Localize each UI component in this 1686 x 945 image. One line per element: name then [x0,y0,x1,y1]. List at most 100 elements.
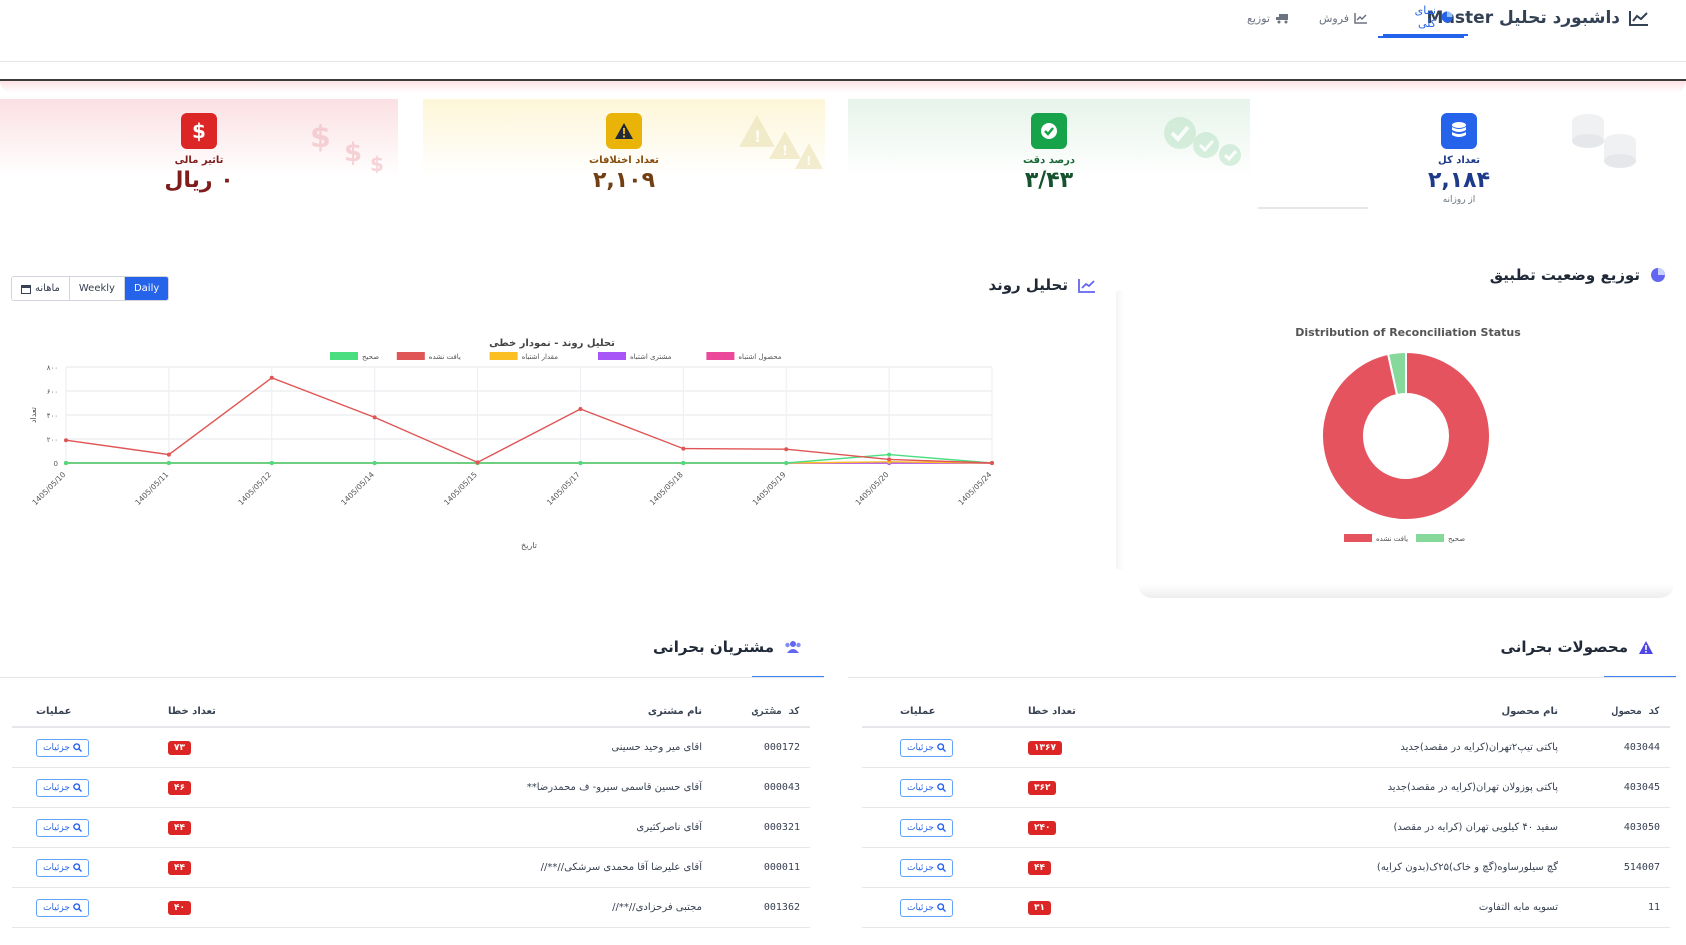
chart-title: تحلیل روند - نمودار خطی [489,338,615,349]
col-code: کد مشتری [751,705,800,717]
details-button-label: جزئیات [907,822,934,833]
brand[interactable]: داشبورد تحلیل Master [1427,4,1650,32]
cell-code: 514007 [1623,862,1660,873]
section-rule [848,677,1676,678]
cell-code: 403045 [1623,782,1660,793]
details-button[interactable]: جزئیات [900,778,953,797]
kpi-card-accuracy[interactable]: درصد دقت ۳/۴۳ [848,99,1250,209]
users-icon [785,641,801,653]
y-tick-label: ۲۰۰ [47,436,58,444]
data-point [990,461,994,465]
data-point [681,461,686,465]
data-point [475,460,480,465]
data-point [269,375,274,380]
col-errors: تعداد خطا [168,705,216,717]
details-button[interactable]: جزئیات [36,778,89,797]
details-button[interactable]: جزئیات [36,738,89,757]
search-icon [73,783,82,792]
series-line [66,453,993,464]
data-point [681,446,686,451]
period-monthly-label: ماهانه [35,283,60,294]
cell-name: تسویه مابه التفاوت [1478,902,1558,913]
details-button[interactable]: جزئیات [900,898,953,917]
legend-swatch [598,352,626,360]
details-button-label: جزئیات [907,782,934,793]
details-button[interactable]: جزئیات [900,818,953,837]
cell-code: 403050 [1623,822,1660,833]
col-errors: تعداد خطا [1028,705,1076,717]
section-rule [0,677,824,678]
panel-divider [1116,290,1124,570]
table-row: 403044 پاکتی تیپ۲تهران(کرایه در مقصد)جدید… [862,728,1670,768]
cell-code: 11 [1647,902,1660,913]
svg-text:!: ! [754,127,761,146]
details-button-label: جزئیات [43,742,70,753]
details-button-label: جزئیات [43,782,70,793]
data-point [64,438,68,443]
top-navbar: داشبورد تحلیل Master نمای کلی فروش توزیع [0,0,1686,62]
kpi-card-financial[interactable]: $ $ $ $ تاثیر مالی ۰ ریال [0,99,398,209]
trend-section-header: تحلیل روند [988,276,1096,294]
cell-name: آقای حسین قاسمی سیرو- ف محمدرضا** [526,782,702,793]
table-header: کد محصول نام محصول تعداد خطا عملیات [862,696,1670,728]
data-point [578,461,583,465]
kpi-card-discrepancies[interactable]: ! ! ! تعداد اختلافات ۲,۱۰۹ [423,99,825,209]
table-row: 11 تسویه مابه التفاوت ۳۱ جزئیات [862,888,1670,928]
error-count-badge: ۳۶۲ [1028,780,1057,795]
details-button[interactable]: جزئیات [36,858,89,877]
svg-text:!: ! [782,144,788,159]
warning-icon [1639,640,1653,654]
tab-sales-label: فروش [1318,11,1350,25]
details-button[interactable]: جزئیات [36,818,89,837]
details-button[interactable]: جزئیات [900,858,953,877]
kpi-value: ۰ ریال [164,168,234,193]
table-row: 000321 آقای ناصرکثیری ۴۴ جزئیات [12,808,810,848]
divider-glow [0,81,1686,93]
period-weekly-label: Weekly [78,283,115,294]
tab-sales[interactable]: فروش [1304,0,1383,36]
kpi-label: تاثیر مالی [174,155,224,166]
data-point [166,452,171,457]
error-count-badge: ۴۴ [168,820,191,835]
active-tab-underline [1378,36,1464,38]
legend-label: مقدار اشتباه [522,353,559,361]
kpi-sub: از روزانه [1442,195,1476,205]
kpi-card-total[interactable]: تعداد کل ۲,۱۸۴ از روزانه [1258,99,1660,209]
cell-code: 000043 [763,782,800,793]
calendar-icon [21,284,31,294]
tab-distribution[interactable]: توزیع [1232,0,1304,36]
cell-code: 403044 [1623,742,1660,753]
search-icon [73,863,82,872]
details-button[interactable]: جزئیات [900,738,953,757]
y-tick-label: ۶۰۰ [47,388,58,396]
period-monthly-button[interactable]: ماهانه [12,277,70,300]
x-tick-label: 1405/05/17 [545,470,582,507]
col-actions: عملیات [36,705,72,717]
period-daily-button[interactable]: Daily [124,277,169,300]
error-count-badge: ۴۴ [1028,860,1051,875]
details-button-label: جزئیات [43,822,70,833]
legend-label: یافت نشده [1376,535,1408,543]
col-name: نام محصول [1501,705,1558,717]
trend-title: تحلیل روند [988,276,1068,294]
table-header: کد مشتری نام مشتری تعداد خطا عملیات [12,696,810,728]
tab-distribution-label: توزیع [1247,11,1270,25]
customers-table: کد مشتری نام مشتری تعداد خطا عملیات 0001… [12,696,810,928]
legend-label: یافت نشده [429,353,461,361]
table-row: 000043 آقای حسین قاسمی سیرو- ف محمدرضا** ۴… [12,768,810,808]
period-weekly-button[interactable]: Weekly [69,277,125,300]
tab-overview[interactable]: نمای کلی [1383,0,1468,36]
data-point [887,457,892,462]
data-point [166,461,171,465]
panel-shadow [1138,584,1674,598]
legend-label: محصول اشتباه [738,353,781,361]
legend-swatch [1416,534,1444,542]
warning-icon: ! ! ! [739,115,823,169]
legend-label: صحیح [362,353,379,361]
pie-slice [1321,350,1491,521]
details-button[interactable]: جزئیات [36,898,89,917]
details-button-label: جزئیات [43,862,70,873]
details-button-label: جزئیات [907,862,934,873]
search-icon [73,823,82,832]
search-icon [73,743,82,752]
